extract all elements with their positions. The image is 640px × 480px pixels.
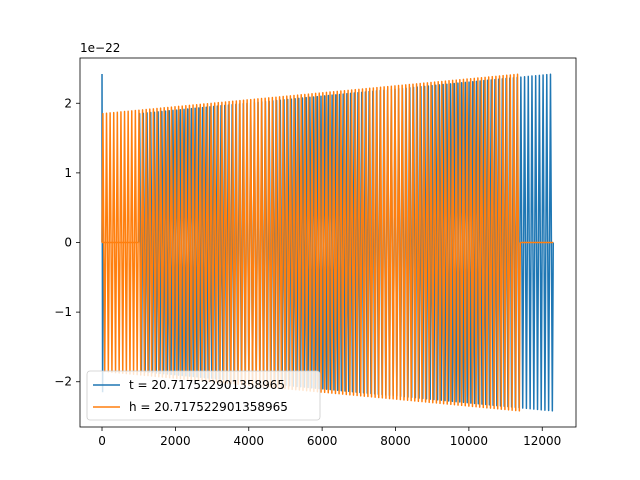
y-tick-label: 2 — [64, 96, 72, 110]
legend: t = 20.717522901358965 h = 20.7175229013… — [86, 370, 321, 421]
x-tick-label: 12000 — [523, 434, 561, 448]
x-tick-label: 2000 — [160, 434, 191, 448]
x-tick-label: 4000 — [233, 434, 264, 448]
legend-label-series-1: h = 20.717522901358965 — [129, 400, 288, 414]
series-1-oscillation — [101, 73, 521, 412]
x-tick-label: 0 — [98, 434, 106, 448]
y-axis: −2 −1 0 1 2 — [54, 96, 80, 389]
x-tick-label: 6000 — [307, 434, 338, 448]
y-tick-label: 0 — [64, 236, 72, 250]
y-tick-label: −2 — [54, 375, 72, 389]
y-scale-offset-label: 1e−22 — [80, 41, 120, 55]
x-axis: 0 2000 4000 6000 8000 10000 12000 — [98, 427, 561, 448]
x-tick-label: 8000 — [380, 434, 411, 448]
y-tick-label: −1 — [54, 305, 72, 319]
legend-box — [86, 370, 321, 421]
x-tick-label: 10000 — [450, 434, 488, 448]
series-layer — [101, 73, 554, 412]
series-1-line — [101, 73, 554, 412]
y-tick-label: 1 — [64, 166, 72, 180]
legend-label-series-0: t = 20.717522901358965 — [129, 378, 285, 392]
